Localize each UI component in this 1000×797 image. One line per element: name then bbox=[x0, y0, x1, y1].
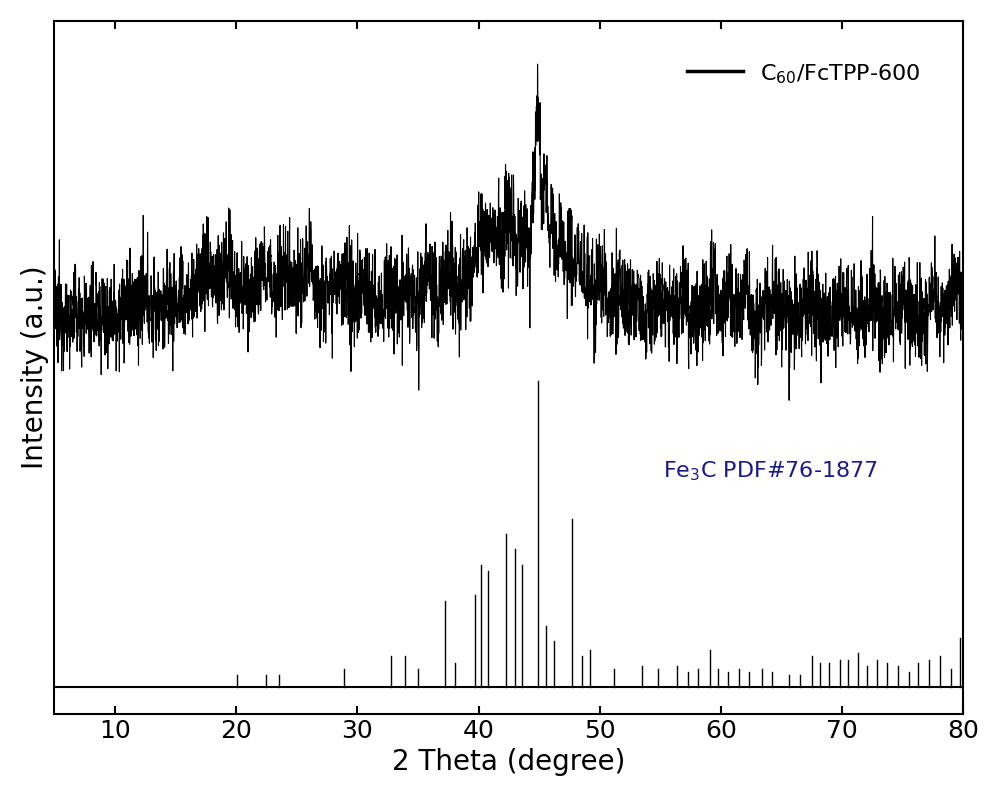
X-axis label: 2 Theta (degree): 2 Theta (degree) bbox=[392, 748, 625, 776]
Y-axis label: Intensity (a.u.): Intensity (a.u.) bbox=[21, 265, 49, 469]
Legend: C$_{60}$/FcTPP-600: C$_{60}$/FcTPP-600 bbox=[678, 53, 929, 95]
Text: Fe$_3$C PDF#76-1877: Fe$_3$C PDF#76-1877 bbox=[663, 459, 878, 483]
